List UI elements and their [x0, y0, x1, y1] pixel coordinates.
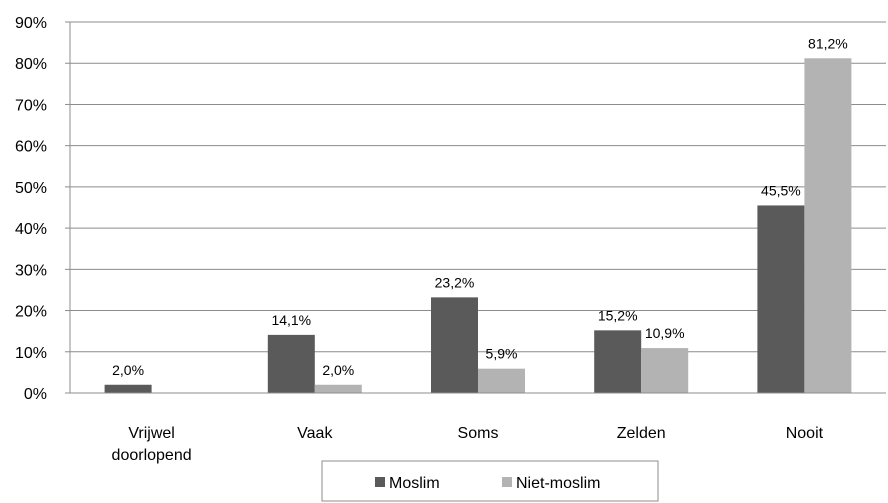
bar-niet-moslim	[641, 348, 689, 393]
data-label: 15,2%	[598, 307, 638, 323]
y-axis-ticks: 0% 10% 20% 30% 40% 50% 60% 70% 80% 90%	[15, 15, 70, 403]
x-tick-label: Vaak	[297, 425, 333, 442]
legend-label: Moslim	[389, 475, 440, 492]
x-tick-label: doorlopend	[112, 447, 192, 464]
data-label: 5,9%	[486, 346, 518, 362]
gridlines	[70, 21, 886, 353]
y-tick-label: 10%	[15, 345, 47, 362]
y-tick-label: 40%	[15, 221, 47, 238]
legend-label: Niet-moslim	[516, 475, 600, 492]
bar-niet-moslim	[314, 384, 362, 393]
data-label: 45,5%	[761, 182, 801, 198]
legend-box	[321, 460, 659, 502]
y-tick-label: 30%	[15, 262, 47, 279]
bar-moslim	[431, 297, 478, 393]
data-labels: 2,0% 14,1% 23,2% 15,2% 45,5% 2,0% 5,9% 10,9% 81,…	[112, 35, 848, 377]
x-tick-label: Soms	[458, 425, 499, 442]
data-label: 14,1%	[271, 312, 311, 328]
bar-niet-moslim	[804, 58, 852, 394]
axes	[69, 22, 886, 394]
y-tick-label: 90%	[15, 15, 47, 32]
y-tick-label: 20%	[15, 304, 47, 321]
bar-moslim	[267, 334, 315, 393]
x-axis-ticks: Vrijwel doorlopend Vaak Soms Zelden Nooit	[112, 425, 824, 464]
legend-swatch	[375, 477, 385, 487]
x-tick-label: Vrijwel	[128, 425, 175, 442]
x-tick-label: Nooit	[786, 425, 824, 442]
bar-moslim	[104, 384, 152, 393]
y-tick-label: 70%	[15, 97, 47, 114]
bar-niet-moslim	[478, 368, 525, 393]
y-tick-label: 80%	[15, 56, 47, 73]
bars	[104, 58, 852, 394]
y-tick-label: 60%	[15, 139, 47, 156]
data-label: 2,0%	[112, 362, 144, 378]
bar-moslim	[594, 330, 642, 393]
bar-moslim	[757, 205, 805, 393]
x-tick-label: Zelden	[617, 425, 666, 442]
legend: Moslim Niet-moslim	[321, 460, 659, 502]
data-label: 23,2%	[435, 274, 475, 290]
data-label: 81,2%	[808, 35, 848, 51]
y-tick-label: 50%	[15, 180, 47, 197]
y-tick-label: 0%	[24, 386, 47, 403]
data-label: 2,0%	[322, 362, 354, 378]
legend-swatch	[502, 477, 512, 487]
data-label: 10,9%	[645, 325, 685, 341]
